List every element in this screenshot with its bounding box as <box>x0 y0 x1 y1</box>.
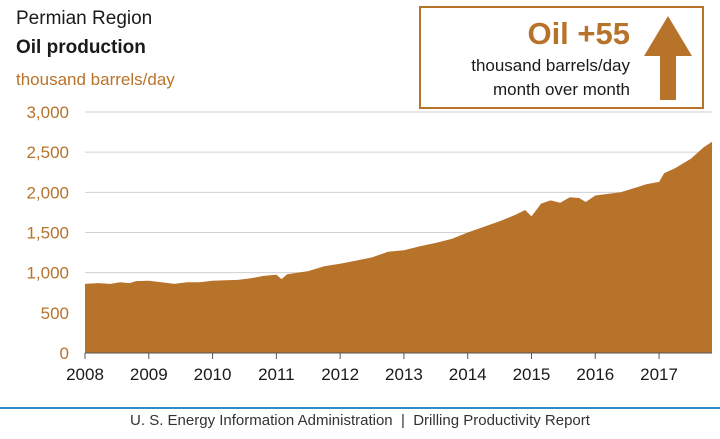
x-tick-label: 2011 <box>258 365 295 384</box>
y-tick-label: 500 <box>41 304 69 323</box>
x-tick-label: 2010 <box>194 365 232 384</box>
y-tick-label: 2,000 <box>26 183 69 202</box>
up-arrow-icon <box>644 16 692 100</box>
x-tick-label: 2013 <box>385 365 423 384</box>
y-tick-label: 2,500 <box>26 143 69 162</box>
callout-box: Oil +55 thousand barrels/day month over … <box>419 6 704 109</box>
x-tick-label: 2016 <box>576 365 614 384</box>
area-layer <box>85 141 712 353</box>
region-title: Permian Region <box>16 8 153 29</box>
unit-label: thousand barrels/day <box>16 70 175 89</box>
x-tick-label: 2008 <box>66 365 104 384</box>
y-tick-label: 1,500 <box>26 224 69 243</box>
axis-layer <box>84 352 712 359</box>
x-tick-labels: 2008 2009 2010 2011 2012 2013 2014 2015 2016 2017 <box>66 365 678 384</box>
production-area <box>85 141 712 353</box>
x-tick-label: 2009 <box>130 365 168 384</box>
x-tick-label: 2014 <box>449 365 487 384</box>
x-tick-label: 2012 <box>321 365 359 384</box>
x-tick-label: 2015 <box>513 365 551 384</box>
y-tick-label: 3,000 <box>26 103 69 122</box>
footer-source: U. S. Energy Information Administration … <box>130 412 590 429</box>
callout-period: month over month <box>492 80 630 99</box>
x-tick-label: 2017 <box>640 365 678 384</box>
y-tick-label: 0 <box>60 344 69 363</box>
y-tick-label: 1,000 <box>26 264 69 283</box>
callout-value: Oil +55 <box>527 16 630 51</box>
y-tick-labels: 0 500 1,000 1,500 2,000 2,500 3,000 <box>26 103 69 363</box>
callout-unit: thousand barrels/day <box>471 56 630 75</box>
chart-title: Oil production <box>16 37 146 58</box>
footer-rule <box>0 407 720 409</box>
